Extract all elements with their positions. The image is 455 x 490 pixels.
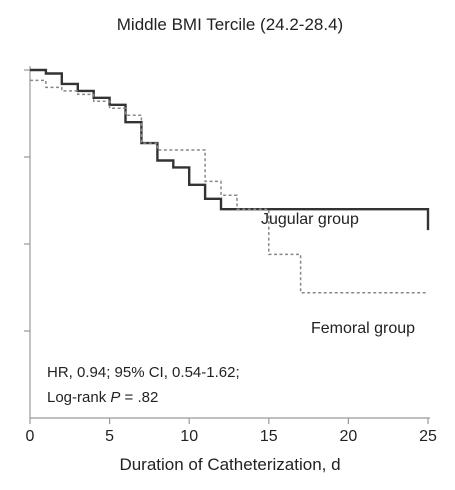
jugular-group-curve [30, 68, 430, 231]
log-rank-prefix: Log-rank [47, 389, 110, 406]
x-axis-label: Duration of Catheterization, d [119, 455, 340, 474]
log-rank-p: P [110, 389, 120, 406]
jugular-group-label: Jugular group [261, 211, 359, 228]
x-tick-label: 20 [340, 428, 358, 445]
x-tick-label: 0 [26, 428, 35, 445]
axes: 0 5 10 15 20 25 [24, 66, 437, 445]
x-tick-label: 10 [180, 428, 198, 445]
femoral-group-label: Femoral group [311, 320, 415, 337]
x-tick-label: 25 [419, 428, 437, 445]
chart-title: Middle BMI Tercile (24.2-28.4) [117, 15, 343, 34]
hazard-ratio-text: HR, 0.94; 95% CI, 0.54-1.62; [47, 364, 240, 381]
femoral-group-curve [30, 79, 428, 294]
series-lines [30, 68, 430, 294]
x-tick-label: 5 [105, 428, 114, 445]
x-tick-label: 15 [260, 428, 278, 445]
log-rank-value: = .82 [120, 389, 158, 406]
log-rank-text: Log-rank P = .82 [47, 389, 158, 406]
